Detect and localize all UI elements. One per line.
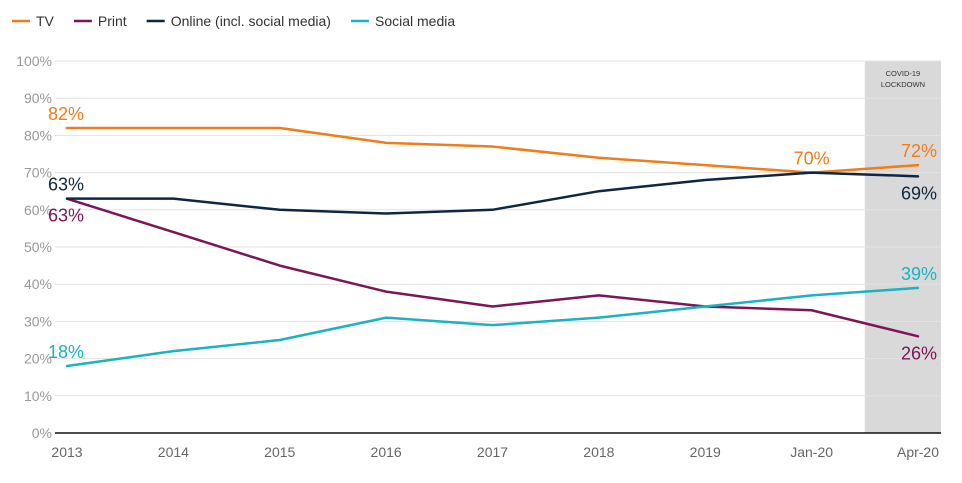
data-label: 63%: [48, 175, 84, 195]
y-tick-label: 70%: [24, 165, 52, 181]
data-label: 72%: [901, 141, 937, 161]
y-tick-label: 100%: [16, 53, 52, 69]
legend-label: Online (incl. social media): [171, 13, 331, 29]
series-line: [65, 126, 920, 174]
legend-item: Print: [73, 13, 127, 29]
series-line: [65, 197, 920, 338]
x-tick-label: 2018: [583, 444, 614, 460]
data-label: 69%: [901, 183, 937, 203]
y-tick-label: 50%: [24, 239, 52, 255]
legend-item: TV: [12, 13, 55, 29]
y-tick-label: 10%: [24, 388, 52, 404]
legend-label: Social media: [375, 13, 455, 29]
x-tick-label: 2013: [51, 444, 82, 460]
data-label: 70%: [794, 149, 830, 169]
legend: TV Print Online (incl. social media) Social…: [12, 13, 455, 29]
data-labels: 82% 70% 72% 63% 26% 63% 69% 18% 39%: [48, 104, 937, 363]
gridlines: [55, 60, 941, 397]
y-tick-label: 90%: [24, 90, 52, 106]
legend-item: Social media: [350, 13, 455, 29]
y-tick-label: 0%: [32, 425, 52, 441]
y-tick-label: 80%: [24, 127, 52, 143]
data-label: 18%: [48, 342, 84, 362]
data-label: 82%: [48, 104, 84, 124]
series-lines: [65, 126, 920, 368]
y-tick-label: 40%: [24, 276, 52, 292]
x-tick-label: 2019: [690, 444, 721, 460]
series-line: [65, 286, 920, 368]
covid-lockdown-label-line1: COVID-19: [886, 69, 921, 78]
data-label: 63%: [48, 206, 84, 226]
legend-label: TV: [36, 13, 55, 29]
y-tick-label: 20%: [24, 351, 52, 367]
x-tick-label: Apr-20: [897, 444, 939, 460]
x-tick-label: 2016: [371, 444, 402, 460]
legend-label: Print: [98, 13, 127, 29]
x-tick-label: 2015: [264, 444, 295, 460]
y-tick-label: 60%: [24, 202, 52, 218]
x-axis-labels: 2013 2014 2015 2016 2017 2018 2019 Jan-20 Apr-20: [51, 444, 939, 460]
x-tick-label: 2017: [477, 444, 508, 460]
y-tick-label: 30%: [24, 313, 52, 329]
covid-lockdown-label-line2: LOCKDOWN: [881, 80, 925, 89]
x-tick-label: Jan-20: [790, 444, 833, 460]
legend-item: Online (incl. social media): [146, 13, 331, 29]
data-label: 39%: [901, 264, 937, 284]
x-tick-label: 2014: [158, 444, 189, 460]
data-label: 26%: [901, 343, 937, 363]
y-axis-labels: 0% 10% 20% 30% 40% 50% 60% 70% 80% 90% 100%: [16, 53, 52, 441]
series-line: [65, 171, 920, 215]
